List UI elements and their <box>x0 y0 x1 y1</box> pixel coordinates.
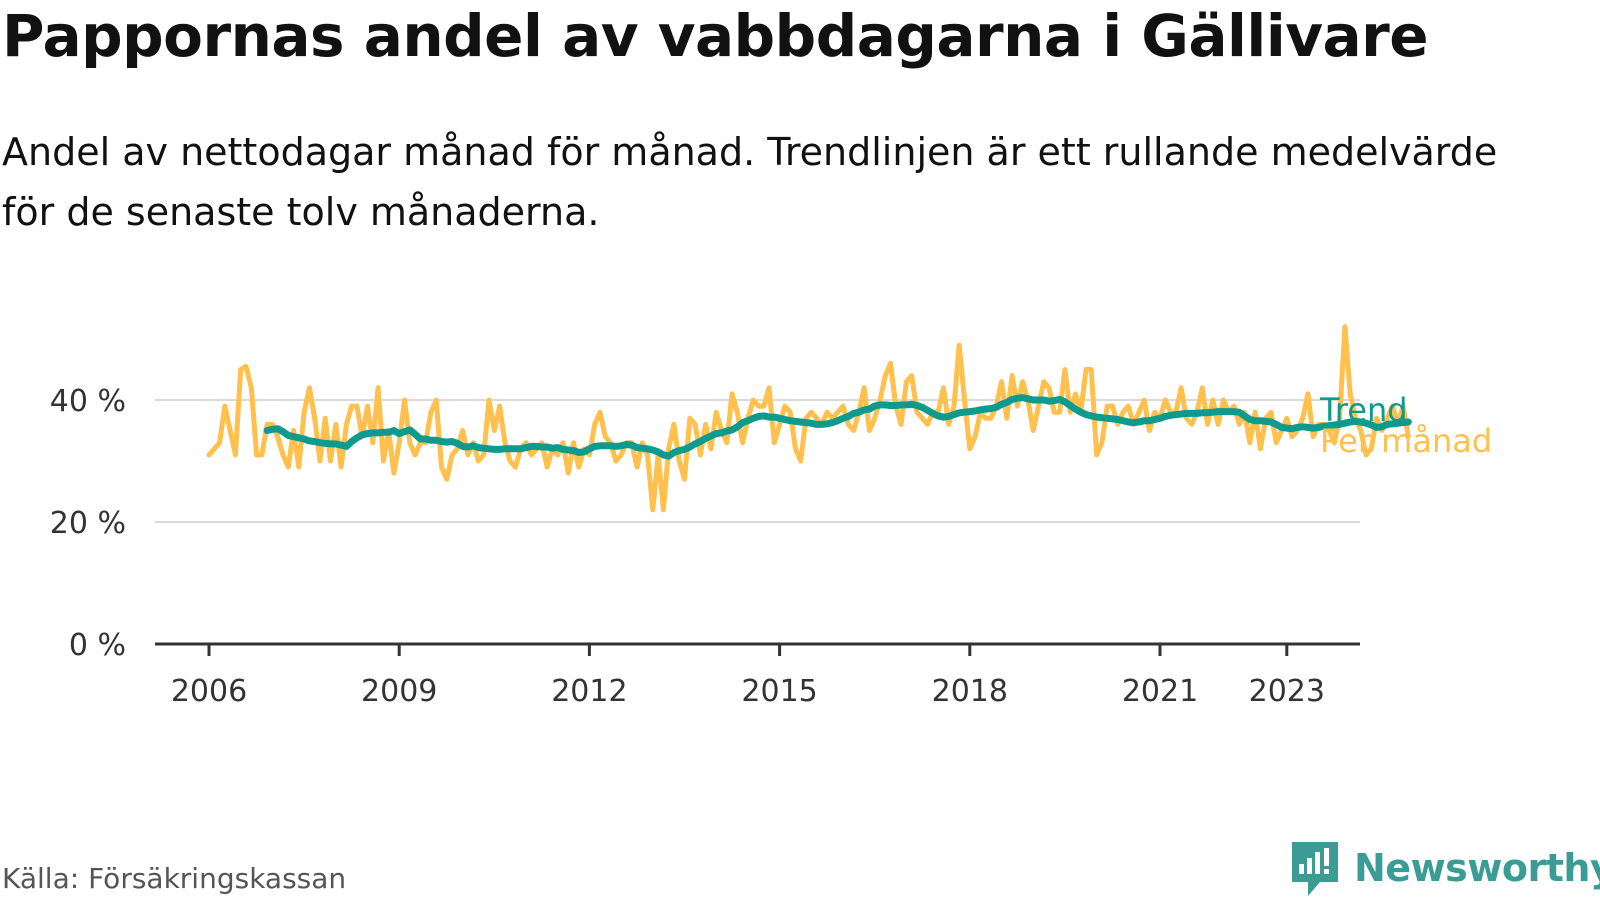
line-chart: 0 % 20 % 40 % 2006 2009 2012 2015 2018 2021 2023… <box>50 324 1492 709</box>
y-tick-label: 40 % <box>50 384 126 419</box>
series-line-trend <box>263 394 1412 460</box>
x-ticks <box>207 644 1289 656</box>
chart-title: Pappornas andel av vabbdagarna i Gälliva… <box>2 2 1429 70</box>
chart-subtitle: Andel av nettodagar månad för månad. Tre… <box>2 130 1498 234</box>
series-label-per-manad: Per månad <box>1320 422 1492 460</box>
x-tick-label: 2012 <box>551 674 627 709</box>
source-note: Källa: Försäkringskassan <box>2 862 347 895</box>
x-tick-labels: 2006 2009 2012 2015 2018 2021 2023 <box>171 674 1325 709</box>
x-tick-label: 2015 <box>741 674 817 709</box>
brand-logo: Newsworthy <box>1290 840 1600 900</box>
series-line-per-manad <box>206 324 1411 513</box>
series-label-trend: Trend <box>1319 391 1408 429</box>
x-tick-label: 2023 <box>1249 674 1325 709</box>
x-tick-label: 2018 <box>932 674 1008 709</box>
y-tick-label: 0 % <box>69 628 126 663</box>
y-tick-label: 20 % <box>50 506 126 541</box>
newsworthy-logo-icon <box>1292 842 1338 896</box>
x-tick-label: 2009 <box>361 674 437 709</box>
gridlines <box>155 399 1360 523</box>
brand-name: Newsworthy <box>1354 846 1600 890</box>
y-tick-labels: 0 % 20 % 40 % <box>50 384 126 663</box>
x-tick-label: 2021 <box>1122 674 1198 709</box>
x-tick-label: 2006 <box>171 674 247 709</box>
